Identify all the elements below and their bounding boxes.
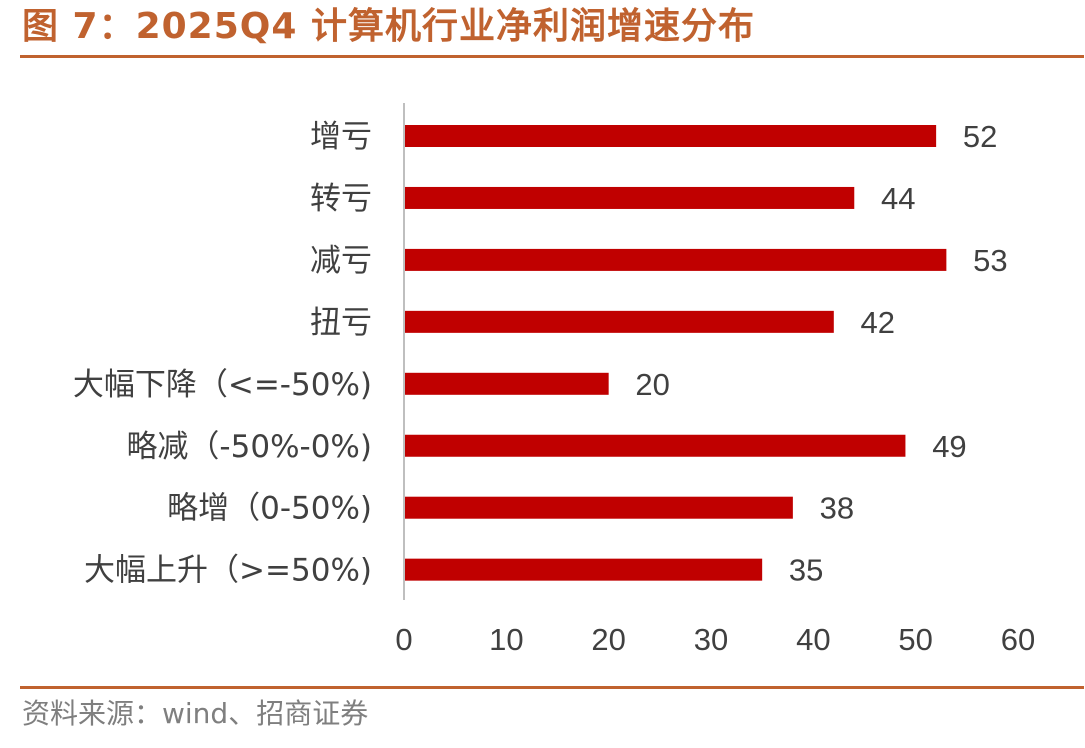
category-label-1: 转亏 [310, 181, 372, 217]
category-label-3: 扭亏 [310, 305, 372, 341]
bar-1 [405, 186, 855, 209]
x-tick-label-4: 40 [796, 622, 830, 657]
x-tick-label-5: 50 [898, 622, 932, 657]
category-label-6: 略增（0-50%) [167, 491, 372, 527]
category-label-5: 略减（-50%-0%) [126, 429, 372, 465]
figure-title: 图 7：2025Q4 计算机行业净利润增速分布 [22, 6, 755, 47]
bar-3 [405, 310, 834, 333]
x-tick-label-0: 0 [395, 622, 412, 657]
value-label-0: 52 [963, 119, 997, 154]
x-tick-label-3: 30 [694, 622, 728, 657]
value-label-3: 42 [861, 305, 895, 340]
source-rule [20, 686, 1084, 689]
bar-4 [405, 372, 609, 395]
value-label-6: 38 [820, 491, 854, 526]
bars-group [405, 125, 947, 581]
value-labels: 52 44 53 42 20 49 38 35 [635, 119, 1007, 588]
category-label-4: 大幅下降（<=-50%) [73, 367, 372, 403]
value-label-1: 44 [881, 181, 915, 216]
value-label-5: 49 [932, 429, 966, 464]
x-tick-labels: 0 10 20 30 40 50 60 [395, 622, 1035, 657]
value-label-4: 20 [635, 367, 669, 402]
value-label-7: 35 [789, 553, 823, 588]
bar-5 [405, 434, 906, 457]
bar-6 [405, 496, 793, 519]
bar-0 [405, 125, 937, 147]
source-note: 资料来源：wind、招商证券 [22, 697, 369, 730]
title-rule [20, 55, 1084, 58]
bar-7 [405, 558, 763, 581]
bar-2 [405, 248, 947, 271]
x-tick-label-1: 10 [489, 622, 523, 657]
x-tick-label-6: 60 [1001, 622, 1035, 657]
category-label-7: 大幅上升（>=50%) [84, 553, 372, 589]
x-tick-label-2: 20 [591, 622, 625, 657]
value-label-2: 53 [973, 243, 1007, 278]
category-label-0: 增亏 [310, 119, 372, 155]
category-label-2: 减亏 [310, 243, 372, 279]
